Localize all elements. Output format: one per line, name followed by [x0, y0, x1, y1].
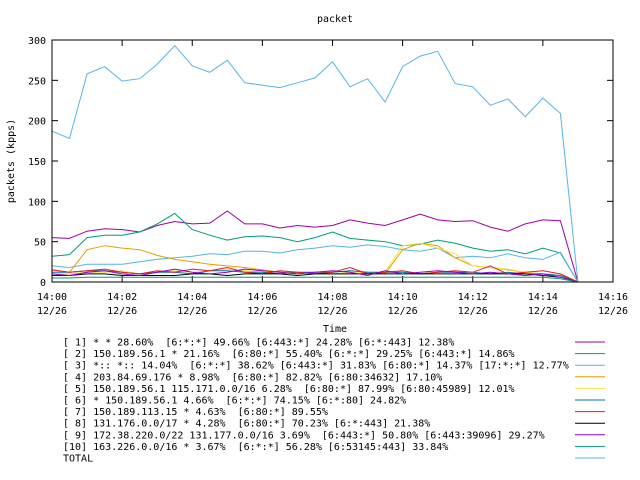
x-tick-label: 14:08 [317, 292, 347, 303]
y-tick-label: 250 [28, 76, 46, 87]
series-line [51, 212, 579, 283]
legend-label: [ 7] 150.189.113.15 * 4.63% [6:80:*] 89.… [63, 407, 328, 418]
legend-label: [ 2] 150.189.56.1 * 21.16% [6:80:*] 55.4… [63, 349, 515, 360]
x-tick-date: 12/26 [317, 306, 347, 317]
x-tick-label: 14:06 [247, 292, 277, 303]
chart-title: packet [317, 14, 353, 25]
legend-label: [ 4] 203.84.69.176 * 8.98% [6:80:*] 82.8… [63, 372, 442, 383]
x-tick-date: 12/26 [247, 306, 277, 317]
x-tick-label: 14:00 [37, 292, 67, 303]
x-tick-label: 14:04 [177, 292, 207, 303]
legend-label: [ 3] *:: *:: 14.04% [6:*:*] 38.62% [6:44… [63, 361, 569, 372]
series-line [51, 44, 579, 283]
y-tick-label: 200 [28, 117, 46, 128]
x-tick-date: 12/26 [458, 306, 488, 317]
x-tick-label: 14:14 [528, 292, 558, 303]
legend-label: [ 9] 172.38.220.0/22 131.177.0.0/16 3.69… [63, 430, 545, 441]
y-tick-label: 150 [28, 157, 46, 168]
legend-label: [ 1] * * 28.60% [6:*:*] 49.66% [6:443:*]… [63, 338, 454, 349]
y-tick-label: 100 [28, 197, 46, 208]
x-tick-date: 12/26 [528, 306, 558, 317]
series-line [51, 244, 579, 283]
plot-border [51, 39, 614, 283]
x-tick-label: 14:12 [458, 292, 488, 303]
legend-label: [ 6] * 150.189.56.1 4.66% [6:*:*] 74.15%… [63, 396, 406, 407]
y-tick-label: 300 [28, 36, 46, 47]
x-tick-date: 12/26 [388, 306, 418, 317]
series-line [52, 276, 578, 283]
x-tick-date: 12/26 [177, 306, 207, 317]
x-tick-label: 14:16 [598, 292, 628, 303]
x-tick-date: 12/26 [107, 306, 137, 317]
y-tick-label: 50 [34, 238, 46, 249]
series-line [51, 268, 579, 283]
x-tick-label: 14:02 [107, 292, 137, 303]
y-axis-label: packets (kpps) [6, 119, 17, 203]
x-tick-label: 14:10 [388, 292, 418, 303]
legend-label: [ 8] 131.176.0.0/17 * 4.28% [6:80:*] 70.… [63, 419, 430, 430]
x-tick-date: 12/26 [598, 306, 628, 317]
legend-label: [10] 163.226.0.0/16 * 3.67% [6:*:*] 56.2… [63, 442, 448, 453]
y-tick-label: 0 [40, 278, 46, 289]
legend-label: TOTAL [63, 454, 93, 465]
x-tick-date: 12/26 [37, 306, 67, 317]
x-axis-label: Time [323, 324, 347, 335]
legend-label: [ 5] 150.189.56.1 115.171.0.0/16 6.28% [… [63, 384, 515, 395]
